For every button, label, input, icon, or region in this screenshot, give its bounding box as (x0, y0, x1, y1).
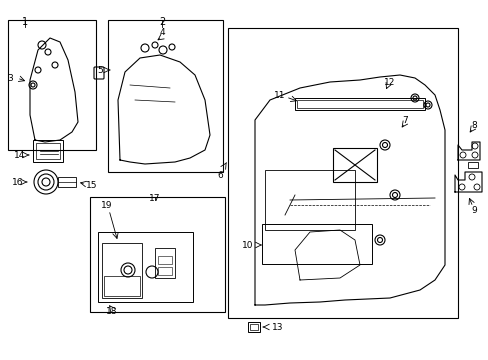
Bar (262, 224, 371, 264)
Bar (98, 232, 193, 302)
Text: 4: 4 (159, 27, 164, 36)
Bar (104, 276, 140, 296)
Bar (467, 162, 477, 168)
Bar (102, 243, 142, 298)
Bar (296, 100, 422, 108)
Text: 11: 11 (274, 90, 285, 99)
Bar (264, 170, 354, 230)
Bar (8, 20, 96, 150)
Text: 3: 3 (7, 73, 13, 82)
Bar (294, 98, 424, 110)
Bar (247, 322, 260, 332)
Text: 14: 14 (14, 150, 26, 159)
Bar (158, 256, 172, 264)
Bar (36, 143, 60, 159)
Text: 10: 10 (242, 240, 253, 249)
Bar (108, 20, 223, 172)
Bar (158, 267, 172, 275)
Text: 1: 1 (22, 17, 28, 27)
Bar (249, 324, 258, 330)
Bar (90, 197, 224, 312)
Bar (332, 148, 376, 182)
Text: 15: 15 (86, 180, 98, 189)
Text: 9: 9 (470, 206, 476, 215)
Bar (33, 140, 63, 162)
Text: 5: 5 (97, 66, 102, 75)
Bar (155, 248, 175, 278)
Text: 18: 18 (106, 307, 118, 316)
Bar (227, 28, 457, 318)
Text: 6: 6 (217, 171, 223, 180)
Text: 13: 13 (272, 324, 283, 333)
Text: 12: 12 (384, 77, 395, 86)
Text: 7: 7 (401, 116, 407, 125)
Text: 2: 2 (159, 17, 165, 27)
Text: 8: 8 (470, 121, 476, 130)
Bar (58, 177, 76, 187)
Text: 19: 19 (101, 201, 113, 210)
Text: 16: 16 (12, 177, 24, 186)
Text: 17: 17 (149, 194, 161, 202)
